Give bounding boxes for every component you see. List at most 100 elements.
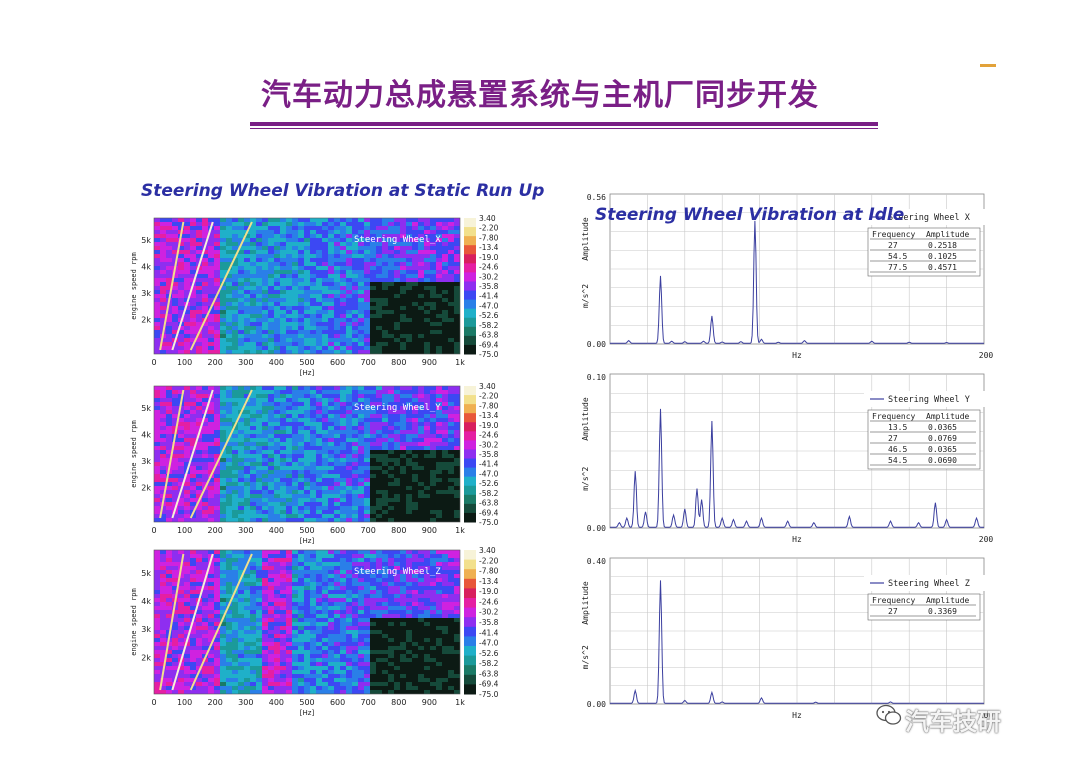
spectrogram-cell [274,294,280,298]
spectrogram-cell [382,462,388,466]
spectrogram-cell [256,626,262,630]
spectrogram-cell [418,294,424,298]
spectrogram-cell [364,254,370,258]
spectrogram-cell [448,318,454,322]
spectrogram-cell [412,638,418,642]
spectrogram-cell [364,346,370,350]
spectrogram-cell [382,650,388,654]
spectrogram-cell [424,562,430,566]
spectrogram-cell [280,482,286,486]
spectrogram-cell [274,226,280,230]
spectrogram-cell [304,586,310,590]
spectrogram-cell [358,474,364,478]
colorbar-tick: -41.4 [479,460,499,469]
spectrogram-cell [358,494,364,498]
spectrogram-cell [406,554,412,558]
spectrogram-cell [292,490,298,494]
x-tick-label: 500 [299,526,314,535]
spectrogram-cell [226,562,232,566]
spectrogram-cell [154,338,160,342]
spectrogram-cell [154,306,160,310]
spectrogram-cell [214,574,220,578]
order-line [171,389,214,519]
spectrogram-cell [406,454,412,458]
spectrogram-cell [412,646,418,650]
y-tick-label: 2k [141,315,151,324]
spectrogram-cell [406,302,412,306]
spectrogram-cell [154,474,160,478]
spectrogram-cell [250,494,256,498]
spectrogram-cell [268,610,274,614]
spectrogram-cell [418,510,424,514]
spectrogram-cell [208,494,214,498]
spectrogram-cell [202,350,208,354]
spectrogram-cell [238,322,244,326]
spectrogram-cell [220,322,226,326]
spectrogram-cell [232,438,238,442]
spectrogram-cell [262,470,268,474]
spectrogram-cell [334,550,340,554]
spectrogram-cell [298,298,304,302]
spectrogram-cell [316,290,322,294]
spectrogram-cell [388,298,394,302]
spectrogram-cell [370,458,376,462]
spectrogram-cell [238,418,244,422]
spectrogram-cell [226,610,232,614]
spectrogram-cell [448,650,454,654]
spectrogram-cell [286,514,292,518]
spectrogram-cell [394,322,400,326]
spectrogram-cell [214,510,220,514]
spectrogram-cell [202,450,208,454]
spectrogram-cell [352,646,358,650]
spectrogram-cell [430,598,436,602]
spectrogram-cell [208,390,214,394]
spectrogram-cell [292,330,298,334]
spectrogram-cell [334,498,340,502]
spectrogram-cell [394,638,400,642]
spectrogram-cell [388,390,394,394]
spectrogram-cell [292,638,298,642]
spectrogram-cell [178,350,184,354]
spectrogram-cell [238,342,244,346]
spectrogram-cell [226,286,232,290]
spectrogram-cell [190,470,196,474]
spectrogram-cell [214,450,220,454]
spectrogram-cell [196,586,202,590]
spectrogram-cell [328,486,334,490]
spectrogram-cell [430,458,436,462]
spectrogram-cell [274,470,280,474]
spectrogram-cell [298,270,304,274]
spectrogram-cell [370,454,376,458]
spectrogram-cell [442,278,448,282]
spectrogram-cell [370,278,376,282]
spectrogram-cell [406,230,412,234]
spectrogram-cell [334,626,340,630]
spectrogram-cell [196,326,202,330]
spectrogram-cell [334,238,340,242]
spectrogram-cell [238,398,244,402]
spectrogram-cell [202,642,208,646]
spectrogram-cell [208,334,214,338]
spectrogram-cell [430,234,436,238]
spectrogram-cell [250,402,256,406]
spectrogram-cell [334,462,340,466]
spectrogram-cell [328,518,334,522]
spectrogram-cell [394,502,400,506]
spectrogram-cell [298,646,304,650]
spectrogram-cell [244,454,250,458]
spectrogram-cell [382,390,388,394]
spectrogram-cell [376,282,382,286]
spectrogram-cell [412,574,418,578]
spectrogram-cell [382,422,388,426]
spectrogram-cell [154,470,160,474]
spectrogram-cell [352,466,358,470]
spectrogram-cell [262,474,268,478]
spectrogram-cell [334,218,340,222]
spectrogram-cell [172,230,178,234]
spectrogram-cell [244,626,250,630]
spectrogram-cell [220,442,226,446]
spectrogram-cell [190,242,196,246]
spectrogram-cell [406,486,412,490]
spectrogram-cell [262,430,268,434]
spectrogram-cell [406,346,412,350]
